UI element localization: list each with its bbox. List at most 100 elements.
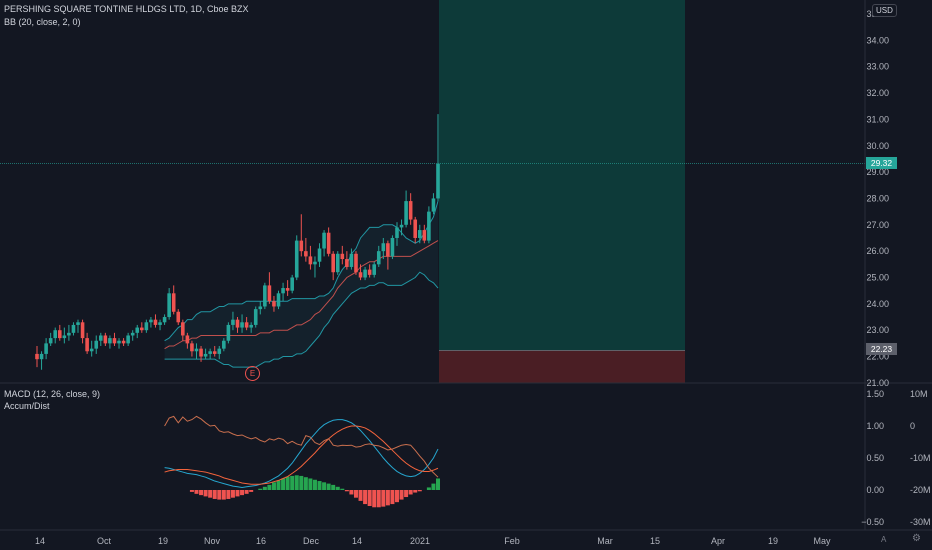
candle-body (404, 201, 408, 225)
time-tick-label: 16 (256, 536, 266, 546)
earnings-marker[interactable]: E (245, 366, 260, 381)
candle-body (57, 330, 62, 339)
candle-body (363, 269, 367, 278)
macd-hist-bar (240, 490, 245, 496)
candle-body (313, 261, 317, 265)
price-tick-label: 26.00 (866, 246, 889, 256)
candle-body (144, 322, 149, 331)
gear-icon[interactable]: ⚙ (912, 533, 921, 544)
candle-body (181, 322, 185, 336)
price-tick-label: 30.00 (866, 141, 889, 151)
candle-body (62, 335, 67, 339)
macd-hist-bar (217, 490, 222, 500)
time-tick-label: 19 (768, 536, 778, 546)
currency-badge[interactable]: USD (872, 4, 897, 17)
macd-hist-bar (399, 490, 404, 500)
price-tick-label: 23.00 (866, 325, 889, 335)
last-price-label: 29.32 (866, 157, 897, 169)
axes: 35.0034.0033.0032.0031.0030.0029.0028.00… (861, 0, 931, 530)
candle-body (422, 230, 427, 241)
candle-body (381, 243, 386, 252)
macd-tick-label: 0.50 (866, 453, 884, 463)
macd-hist-bar (381, 490, 386, 507)
macd-tick-label: 1.50 (866, 389, 884, 399)
time-tick-label: 2021 (410, 536, 430, 546)
candle-body (76, 322, 80, 325)
candle-body (48, 338, 53, 344)
time-tick-label: Oct (97, 536, 112, 546)
candle-body (117, 340, 121, 344)
macd-legend: MACD (12, 26, close, 9) (4, 389, 101, 399)
candle-body (281, 288, 285, 294)
ad-tick-label: -10M (910, 453, 931, 463)
candle-body (130, 332, 135, 336)
position-zones (0, 0, 865, 383)
macd-hist-bar (349, 490, 354, 495)
auto-scale-button[interactable]: A (881, 535, 887, 544)
candle-body (304, 251, 308, 257)
candle-body (349, 253, 354, 267)
stop-zone (439, 350, 685, 383)
price-tick-label: 33.00 (866, 62, 889, 72)
candle-body (413, 219, 418, 238)
macd-hist-bar (408, 490, 413, 495)
candle-body (299, 240, 304, 252)
macd-hist-bar (226, 490, 231, 499)
candle-body (162, 317, 167, 323)
macd-hist-bar (317, 481, 322, 490)
candle-body (222, 340, 226, 349)
macd-hist-bar (199, 490, 204, 496)
candle-body (267, 285, 272, 302)
candle-body (98, 335, 103, 341)
macd-hist-bar (235, 490, 240, 497)
candle-body (212, 351, 217, 354)
time-tick-label: Dec (303, 536, 320, 546)
macd-hist-bar (331, 484, 336, 490)
target-zone (439, 0, 685, 164)
ad-tick-label: 10M (910, 389, 928, 399)
macd-hist-bar (312, 479, 317, 490)
candle-body (167, 293, 171, 318)
candle-body (395, 227, 399, 238)
symbol-legend: PERSHING SQUARE TONTINE HLDGS LTD, 1D, C… (4, 4, 249, 14)
candle-body (44, 343, 48, 354)
time-tick-label: Nov (204, 536, 221, 546)
macd-hist-bar (221, 490, 226, 500)
macd-hist-bar (208, 490, 213, 498)
candle-body (244, 322, 249, 328)
candle-body (272, 301, 276, 307)
candle-body (345, 259, 349, 267)
macd-line (164, 419, 439, 488)
macd-hist-bar (394, 490, 399, 503)
candle-body (194, 348, 199, 352)
macd-hist-bar (363, 490, 368, 505)
candle-body (263, 285, 267, 307)
macd-hist-bar (285, 476, 290, 490)
candle-body (158, 322, 162, 325)
ad-tick-label: -20M (910, 485, 931, 495)
time-tick-label: 19 (158, 536, 168, 546)
macd-hist-bar (335, 486, 340, 490)
candle-body (149, 319, 153, 323)
accum-dist-line (164, 415, 439, 478)
macd-hist-bar (376, 490, 381, 508)
macd-hist-bar (404, 490, 409, 498)
price-tick-label: 28.00 (866, 193, 889, 203)
candle-body (408, 201, 413, 220)
macd-hist-bar (340, 488, 345, 490)
price-tick-label: 22.00 (866, 352, 889, 362)
candle-body (199, 348, 203, 357)
candle-body (208, 351, 212, 354)
macd-hist-bar (436, 478, 440, 490)
candle-body (386, 243, 390, 257)
candle-body (240, 322, 244, 328)
candle-body (331, 253, 335, 273)
macd-hist-bar (431, 483, 436, 490)
price-tick-label: 21.00 (866, 378, 889, 388)
bb-upper (164, 200, 439, 342)
macd-hist-bar (203, 490, 208, 497)
target-zone-lower (439, 163, 685, 351)
macd-hist-bar (299, 475, 304, 490)
candle-body (340, 253, 345, 260)
